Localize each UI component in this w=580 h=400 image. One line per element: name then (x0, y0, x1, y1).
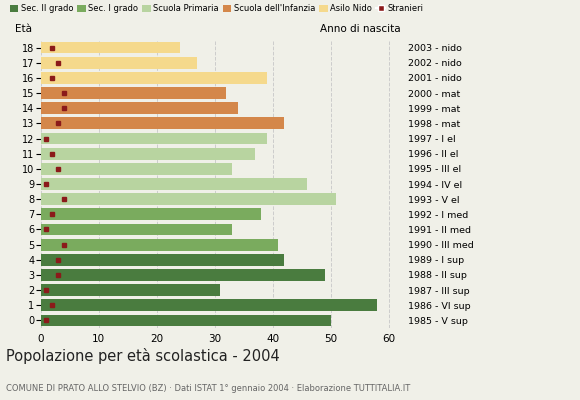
Bar (41, 193, 336, 205)
Bar (41, 284, 220, 296)
Bar (41, 178, 307, 190)
Bar (41, 118, 284, 129)
Bar (41, 57, 197, 69)
Text: Età: Età (16, 24, 32, 34)
Bar (41, 72, 267, 84)
Bar (41, 239, 278, 250)
Bar (41, 299, 377, 311)
Bar (41, 87, 226, 99)
Bar (41, 254, 284, 266)
Bar (41, 42, 180, 54)
Bar (41, 314, 331, 326)
Bar (41, 133, 267, 144)
Bar (41, 224, 232, 235)
Text: Anno di nascita: Anno di nascita (320, 24, 400, 34)
Bar (41, 269, 325, 281)
Legend: Sec. II grado, Sec. I grado, Scuola Primaria, Scuola dell'Infanzia, Asilo Nido, : Sec. II grado, Sec. I grado, Scuola Prim… (10, 4, 423, 13)
Bar (41, 148, 255, 160)
Bar (41, 163, 232, 175)
Bar (41, 102, 238, 114)
Bar (41, 208, 261, 220)
Text: Popolazione per età scolastica - 2004: Popolazione per età scolastica - 2004 (6, 348, 280, 364)
Text: COMUNE DI PRATO ALLO STELVIO (BZ) · Dati ISTAT 1° gennaio 2004 · Elaborazione TU: COMUNE DI PRATO ALLO STELVIO (BZ) · Dati… (6, 384, 410, 393)
